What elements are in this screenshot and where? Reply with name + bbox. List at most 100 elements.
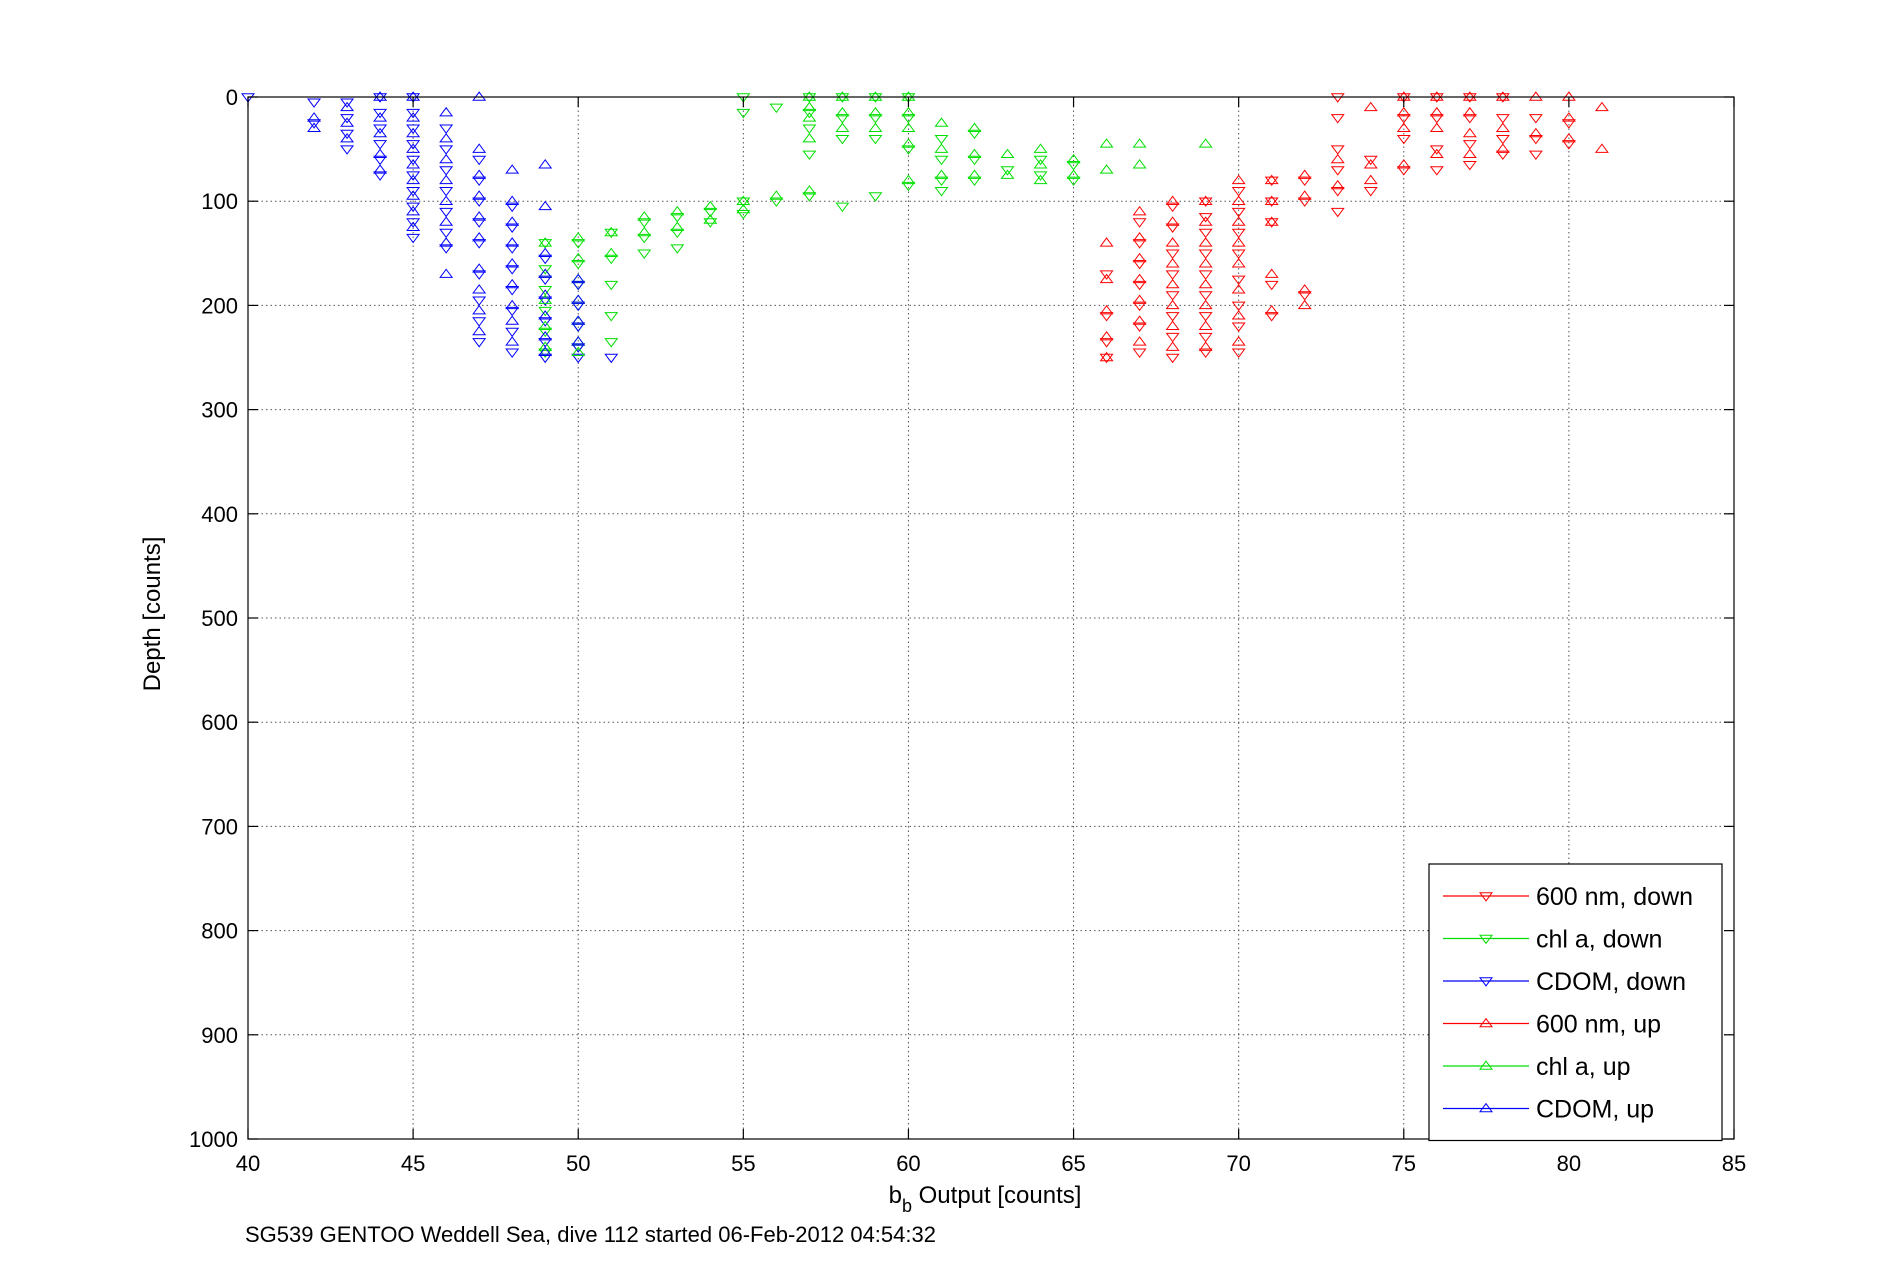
data-point (1198, 332, 1213, 343)
data-point (1264, 176, 1279, 187)
data-point (1165, 299, 1180, 310)
data-point (538, 239, 553, 249)
data-point (835, 122, 850, 132)
data-point (1165, 291, 1180, 301)
data-point (439, 244, 454, 254)
data-point (505, 195, 520, 205)
y-axis-label: Depth [counts] (139, 537, 166, 692)
data-point (1231, 258, 1246, 268)
data-point (1528, 127, 1543, 138)
data-point (571, 301, 586, 312)
data-point (934, 176, 949, 187)
data-point (868, 93, 883, 103)
y-tick-label: 400 (201, 502, 238, 527)
data-point (571, 259, 586, 270)
data-point (802, 150, 817, 161)
data-point (1198, 213, 1213, 223)
data-point (1165, 249, 1180, 260)
data-point (736, 108, 751, 119)
data-point (1099, 351, 1114, 362)
data-point (1132, 322, 1147, 332)
data-point (1066, 153, 1081, 164)
data-point (1231, 348, 1246, 358)
data-point (1132, 218, 1147, 228)
data-point (505, 244, 520, 254)
data-point (1165, 195, 1180, 205)
data-point (505, 223, 520, 233)
data-point (241, 93, 255, 103)
data-point (901, 174, 916, 185)
data-point (1132, 294, 1147, 304)
data-point (538, 327, 553, 338)
data-point (868, 106, 883, 117)
y-tick-label: 1000 (189, 1127, 238, 1152)
data-point (1396, 106, 1411, 117)
data-point (1165, 353, 1180, 364)
data-point (538, 159, 553, 169)
data-point (1330, 179, 1345, 190)
data-point (340, 114, 355, 124)
data-point (1231, 228, 1246, 239)
x-tick-label: 65 (1061, 1151, 1085, 1176)
data-point (439, 174, 454, 185)
data-point (505, 278, 520, 289)
data-point (1000, 166, 1015, 176)
data-point (769, 103, 784, 114)
data-point (1132, 252, 1147, 263)
data-point (1132, 138, 1147, 148)
data-point (1264, 218, 1279, 228)
x-axis-label-rest: Output [counts] (912, 1182, 1081, 1209)
series-3 (1099, 91, 1609, 362)
data-point (1495, 91, 1510, 101)
data-point (472, 317, 487, 327)
data-point (538, 330, 553, 341)
data-point (538, 310, 553, 320)
data-point (604, 254, 619, 265)
data-point (1165, 312, 1180, 322)
data-point (538, 296, 553, 306)
data-point (505, 348, 520, 358)
data-point (571, 346, 586, 357)
data-point (1132, 315, 1147, 325)
data-point (538, 306, 553, 317)
data-point (703, 207, 718, 218)
data-point (472, 190, 487, 200)
data-point (1330, 207, 1345, 218)
data-point (406, 190, 421, 200)
data-point (472, 91, 487, 101)
data-point (1363, 101, 1378, 112)
x-tick-label: 75 (1392, 1151, 1416, 1176)
data-point (1462, 148, 1477, 159)
data-point (373, 91, 388, 101)
data-point (1198, 278, 1213, 289)
data-point (1000, 169, 1015, 179)
data-point (538, 237, 553, 247)
data-point (571, 353, 586, 364)
data-point (472, 197, 487, 207)
data-point (1066, 160, 1081, 171)
data-point (1231, 249, 1246, 260)
data-point (472, 211, 487, 221)
data-point (637, 218, 652, 228)
data-point (538, 317, 553, 327)
y-tick-label: 0 (226, 85, 238, 110)
data-point (406, 93, 421, 103)
data-point (340, 145, 355, 155)
data-point (1330, 93, 1345, 103)
data-point (1330, 166, 1345, 176)
data-point (868, 122, 883, 132)
data-point (1462, 160, 1477, 171)
data-point (1198, 341, 1213, 351)
x-axis-label-main: b (889, 1182, 902, 1209)
data-point (1429, 145, 1444, 155)
data-point (1165, 270, 1180, 280)
data-point (1396, 122, 1411, 132)
data-point (901, 122, 916, 132)
y-tick-label: 100 (201, 189, 238, 214)
data-point (340, 129, 355, 140)
data-point (1231, 275, 1246, 286)
data-point (1231, 216, 1246, 226)
data-point (373, 124, 388, 134)
data-point (1561, 119, 1576, 129)
data-point (1330, 187, 1345, 197)
